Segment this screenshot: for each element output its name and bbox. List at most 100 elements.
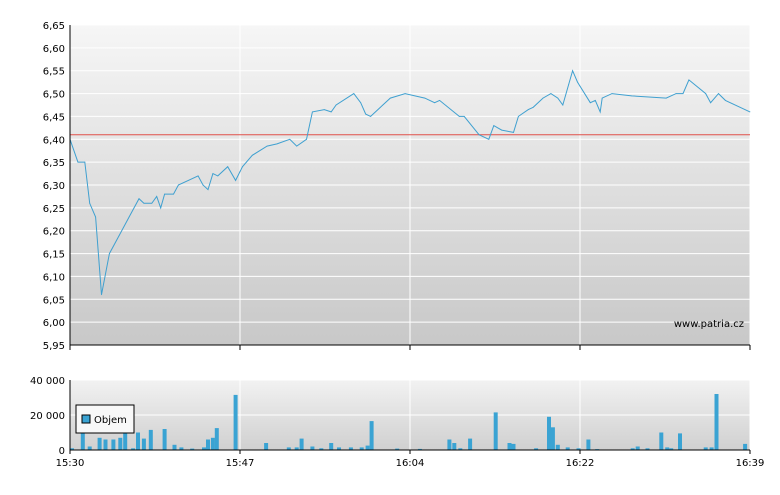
volume-y-tick-label: 20 000	[30, 411, 65, 422]
volume-bar	[555, 444, 560, 451]
price-point	[493, 125, 495, 126]
price-point	[488, 138, 490, 140]
price-point	[164, 193, 166, 195]
price-point	[725, 100, 726, 101]
price-point	[202, 184, 204, 186]
volume-bar	[299, 438, 304, 450]
price-point	[118, 234, 120, 236]
price-y-tick-label: 5,95	[43, 341, 65, 352]
price-point	[611, 93, 613, 94]
price-point	[207, 189, 209, 191]
price-point	[109, 253, 110, 255]
volume-bar	[703, 447, 708, 450]
volume-bar	[678, 433, 682, 450]
volume-bar	[645, 448, 650, 451]
price-point	[688, 79, 690, 81]
price-point	[557, 97, 559, 99]
price-y-tick-label: 6,50	[43, 90, 65, 101]
volume-bar	[103, 439, 108, 450]
price-point	[513, 132, 514, 133]
price-point	[306, 138, 307, 140]
price-point	[160, 207, 162, 209]
volume-bar	[565, 447, 570, 450]
volume-bar	[714, 394, 719, 450]
volume-bar	[87, 446, 92, 450]
volume-bar	[630, 448, 635, 451]
volume-bar	[131, 448, 136, 451]
price-point	[550, 93, 552, 94]
price-point	[242, 166, 243, 168]
volume-y-tick-label: 40 000	[30, 376, 65, 387]
volume-bar	[359, 447, 364, 450]
volume-bar	[458, 448, 463, 451]
volume-bar	[665, 447, 670, 450]
volume-bar	[337, 447, 341, 450]
price-point	[217, 175, 219, 177]
volume-bar	[264, 443, 269, 450]
volume-bar	[635, 446, 640, 450]
volume-bar	[214, 428, 219, 450]
price-point	[289, 138, 291, 140]
volume-bar	[286, 447, 291, 450]
volume-bar	[447, 439, 452, 450]
price-point	[360, 102, 362, 104]
x-tick-label: 15:47	[226, 458, 255, 469]
volume-bar	[162, 429, 167, 450]
price-point	[365, 113, 367, 115]
price-point	[518, 116, 519, 117]
price-y-tick-label: 6,30	[43, 181, 65, 192]
volume-bar	[507, 443, 512, 450]
volume-bar	[148, 429, 153, 450]
volume-bar	[136, 432, 140, 450]
price-point	[542, 97, 544, 99]
volume-bar	[369, 421, 374, 450]
volume-bar	[395, 448, 400, 450]
price-point	[335, 104, 337, 106]
price-point	[77, 161, 79, 163]
price-point	[95, 216, 96, 218]
volume-bar	[452, 443, 457, 450]
price-point	[404, 93, 406, 94]
price-y-tick-label: 6,20	[43, 227, 65, 238]
volume-bar	[576, 448, 581, 451]
volume-bar	[468, 438, 473, 450]
x-tick-label: 15:30	[56, 458, 85, 469]
price-point	[151, 202, 153, 204]
price-point	[458, 116, 460, 117]
x-tick-label: 16:39	[736, 458, 765, 469]
price-point	[710, 102, 711, 104]
price-y-tick-label: 6,05	[43, 295, 65, 306]
price-point	[594, 100, 596, 101]
volume-y-tick-label: 0	[59, 446, 65, 457]
price-point	[138, 198, 140, 200]
price-y-tick-label: 6,40	[43, 135, 65, 146]
price-y-tick-label: 6,35	[43, 158, 65, 169]
volume-bar	[202, 447, 206, 450]
volume-bar	[172, 444, 177, 451]
volume-bar	[348, 447, 353, 450]
price-point	[101, 294, 102, 296]
volume-bar	[417, 448, 422, 450]
volume-bar	[190, 448, 195, 450]
x-tick-label: 16:04	[396, 458, 425, 469]
volume-bar	[511, 443, 516, 450]
price-point	[478, 134, 480, 136]
price-point	[682, 93, 684, 94]
volume-bar	[493, 412, 498, 450]
price-point	[424, 97, 426, 99]
price-point	[434, 102, 435, 104]
volume-bar	[141, 438, 146, 450]
price-point	[251, 154, 253, 156]
volume-bar	[179, 447, 184, 450]
price-y-tick-label: 6,15	[43, 250, 65, 261]
price-point	[143, 202, 145, 204]
volume-bar	[534, 448, 539, 451]
price-point	[212, 173, 214, 175]
price-point	[197, 175, 199, 177]
price-point	[501, 129, 503, 131]
price-y-tick-label: 6,45	[43, 112, 65, 123]
volume-bar	[319, 448, 324, 451]
price-point	[665, 97, 667, 99]
volume-bar	[80, 418, 85, 450]
